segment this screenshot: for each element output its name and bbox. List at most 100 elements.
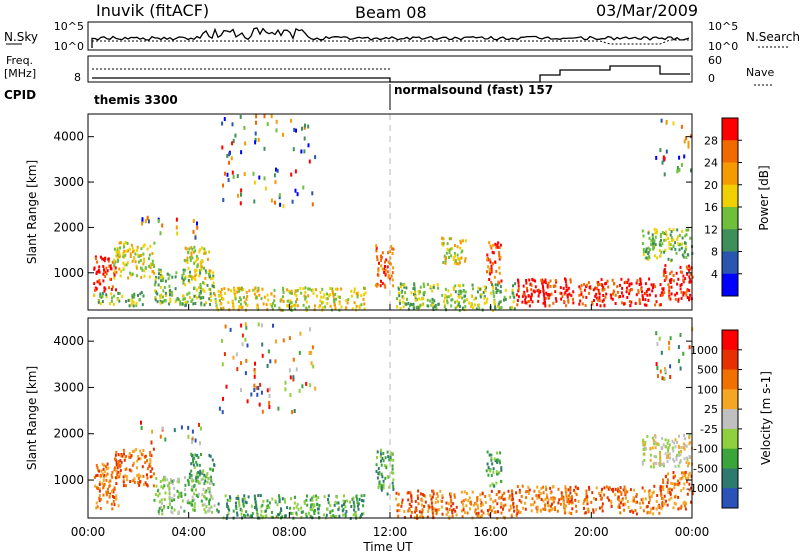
power-cell <box>559 291 562 295</box>
power-cell <box>484 289 487 293</box>
velocity-cell <box>120 460 123 464</box>
power-cell <box>113 263 116 267</box>
velocity-cell <box>601 487 603 491</box>
velocity-cell <box>489 484 492 488</box>
velocity-cell <box>395 491 398 495</box>
velocity-cell <box>130 454 133 458</box>
power-cell <box>491 309 494 313</box>
power-cell <box>651 233 654 237</box>
power-cell <box>376 255 379 259</box>
power-cell <box>559 286 562 290</box>
velocity-cell <box>476 496 479 500</box>
velocity-cell <box>237 497 240 501</box>
power-cell <box>210 277 212 281</box>
velocity-cell <box>582 502 585 505</box>
velocity-cell <box>150 454 153 458</box>
power-cell <box>530 292 533 296</box>
velocity-cell <box>526 489 529 493</box>
power-cell <box>199 285 202 289</box>
power-cell <box>499 243 502 247</box>
xtick-label: 16:00 <box>473 525 508 539</box>
power-cell <box>113 273 116 277</box>
velocity-cell <box>96 486 98 490</box>
power-cell <box>524 298 527 302</box>
velocity-cell <box>295 511 298 515</box>
velocity-cell <box>186 478 189 482</box>
power-cell <box>95 272 98 275</box>
velocity-cell <box>676 483 679 486</box>
velocity-cell <box>518 498 521 502</box>
velocity-cell <box>532 503 535 507</box>
power-cell <box>686 272 689 276</box>
velocity-cell <box>664 368 667 373</box>
power-cell <box>458 289 461 293</box>
velocity-cell <box>274 359 277 364</box>
power-cell <box>453 252 456 255</box>
power-cell <box>495 245 498 249</box>
velocity-cell <box>322 513 325 517</box>
power-cell <box>596 303 598 307</box>
power-cell <box>533 290 536 294</box>
power-cell <box>579 299 582 303</box>
velocity-cell <box>451 514 454 518</box>
velocity-cell <box>512 501 515 505</box>
velocity-cell <box>550 497 553 501</box>
power-cell <box>531 294 533 298</box>
power-cell <box>155 291 158 295</box>
velocity-cell <box>515 504 518 508</box>
velocity-cell <box>536 496 539 500</box>
velocity-cell <box>563 504 566 508</box>
power-cell <box>513 307 516 311</box>
power-cell <box>569 278 572 282</box>
velocity-cell <box>552 500 555 504</box>
velocity-cell <box>435 497 438 501</box>
power-cell <box>101 291 104 295</box>
power-cell <box>531 277 534 281</box>
velocity-cell <box>662 443 665 447</box>
power-cell <box>254 286 257 290</box>
nave-tick-0: 0 <box>708 72 715 85</box>
power-cell <box>230 156 233 161</box>
power-cell <box>151 252 154 256</box>
velocity-cell <box>249 514 252 518</box>
velocity-cell <box>94 484 97 488</box>
velocity-cell <box>657 462 660 466</box>
power-cell <box>599 304 602 308</box>
power-cell <box>652 283 655 287</box>
power-cell <box>651 289 654 293</box>
velocity-cell <box>601 505 603 509</box>
velocity-cell <box>271 515 274 519</box>
power-cell <box>412 287 415 290</box>
velocity-cell <box>544 485 547 489</box>
velocity-cell <box>96 466 99 470</box>
power-cell <box>550 292 553 296</box>
power-cell <box>381 251 384 255</box>
power-cell <box>153 265 155 268</box>
velocity-cell <box>387 455 390 459</box>
velocity-cell <box>524 501 527 505</box>
velocity-cell <box>679 453 682 457</box>
velocity-cell <box>468 496 471 500</box>
power-cell <box>270 198 273 203</box>
power-cell <box>686 296 689 299</box>
power-cell <box>184 246 187 250</box>
velocity-cell <box>574 498 577 502</box>
velocity-cell <box>487 473 490 477</box>
power-cell <box>194 259 197 263</box>
power-cell <box>499 285 502 289</box>
velocity-cell <box>286 506 289 510</box>
power-cell <box>548 304 551 308</box>
power-cell <box>377 269 380 273</box>
velocity-cell <box>650 465 653 469</box>
velocity-cell <box>485 469 488 473</box>
power-cell <box>496 245 499 249</box>
velocity-cell <box>467 499 470 503</box>
power-cell <box>472 306 475 310</box>
velocity-cell <box>149 470 152 473</box>
power-cell <box>687 140 690 145</box>
velocity-cell <box>382 486 385 490</box>
power-cell <box>209 303 211 306</box>
power-cell <box>537 299 540 303</box>
velocity-cell <box>659 455 662 459</box>
power-cell <box>504 297 507 301</box>
